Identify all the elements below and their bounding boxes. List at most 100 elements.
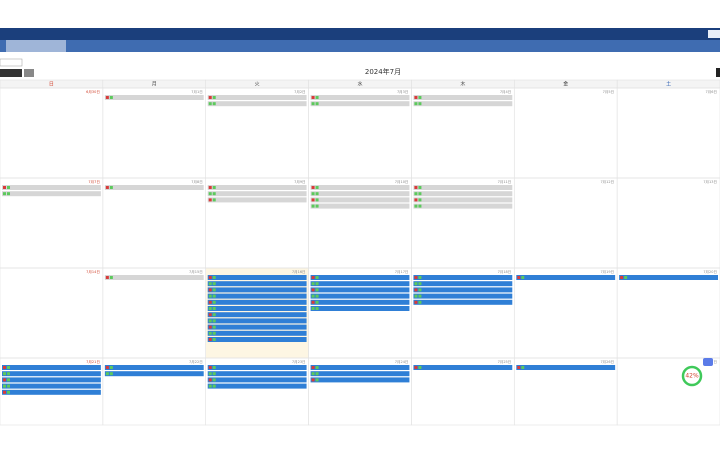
event-bar[interactable] — [104, 365, 204, 370]
event-tag — [418, 288, 422, 292]
event-tag — [414, 186, 418, 189]
day-cell[interactable] — [616, 357, 720, 426]
event-bar[interactable] — [207, 293, 307, 299]
event-bar[interactable] — [413, 365, 513, 370]
event-bar[interactable] — [104, 275, 204, 280]
event-bar[interactable] — [207, 95, 307, 100]
day-cell[interactable] — [0, 267, 104, 359]
event-bar[interactable] — [310, 365, 410, 370]
event-bar[interactable] — [2, 389, 101, 395]
event-bar[interactable] — [207, 371, 307, 377]
event-bar[interactable] — [310, 185, 410, 190]
event-bar[interactable] — [207, 101, 307, 107]
event-bar[interactable] — [310, 101, 410, 107]
day-cell[interactable] — [616, 177, 720, 269]
event-bar[interactable] — [207, 312, 307, 318]
event-bar[interactable] — [310, 306, 410, 311]
event-tag — [414, 294, 418, 298]
day-cell[interactable] — [616, 267, 720, 359]
event-bar[interactable] — [310, 281, 410, 287]
event-bar[interactable] — [619, 275, 718, 280]
event-bar[interactable] — [207, 337, 307, 342]
event-tag — [315, 204, 319, 208]
event-bar[interactable] — [310, 287, 410, 293]
day-cell[interactable] — [513, 177, 618, 269]
event-bar[interactable] — [516, 365, 616, 370]
event-bar[interactable] — [104, 95, 204, 100]
settings-button[interactable] — [0, 58, 23, 67]
event-bar[interactable] — [413, 281, 513, 287]
weekday-label: 火 — [255, 82, 260, 88]
event-bar[interactable] — [310, 191, 410, 197]
tab[interactable] — [6, 40, 66, 52]
event-bar[interactable] — [413, 275, 513, 280]
view-toggle[interactable] — [716, 68, 720, 77]
ai-button[interactable] — [703, 358, 713, 366]
day-cell[interactable] — [513, 87, 618, 179]
event-bar[interactable] — [310, 293, 410, 299]
day-cell[interactable] — [616, 87, 720, 179]
event-bar[interactable] — [413, 101, 513, 107]
event-bar[interactable] — [413, 299, 513, 305]
event-bar[interactable] — [207, 365, 307, 370]
event-bar[interactable] — [207, 281, 307, 287]
event-tag — [208, 325, 212, 329]
event-bar[interactable] — [310, 299, 410, 305]
event-bar[interactable] — [310, 275, 410, 280]
event-bar[interactable] — [413, 185, 513, 190]
event-tag — [7, 366, 10, 369]
day-cell[interactable] — [102, 87, 207, 179]
event-bar[interactable] — [413, 203, 513, 209]
event-tag — [315, 366, 319, 369]
event-bar[interactable] — [207, 318, 307, 324]
today-button[interactable] — [24, 69, 34, 77]
event-bar[interactable] — [207, 275, 307, 280]
day-cell[interactable] — [102, 177, 207, 269]
day-cell[interactable] — [102, 267, 207, 359]
event-bar[interactable] — [2, 191, 101, 197]
event-bar[interactable] — [310, 203, 410, 209]
event-tag — [418, 186, 422, 189]
event-bar[interactable] — [310, 95, 410, 100]
event-bar[interactable] — [104, 371, 204, 377]
menu-button[interactable] — [708, 30, 720, 38]
event-bar[interactable] — [207, 191, 307, 197]
event-bar[interactable] — [207, 324, 307, 330]
event-tag — [414, 204, 418, 208]
event-tag — [418, 300, 422, 304]
event-bar[interactable] — [207, 306, 307, 311]
event-bar[interactable] — [2, 383, 101, 389]
event-bar[interactable] — [104, 185, 204, 190]
day-cell[interactable] — [0, 87, 104, 179]
event-tag — [311, 276, 315, 279]
event-bar[interactable] — [413, 95, 513, 100]
event-bar[interactable] — [2, 377, 101, 383]
event-bar[interactable] — [310, 377, 410, 383]
event-bar[interactable] — [2, 365, 101, 370]
day-number: 6月30日 — [86, 89, 100, 94]
event-tag — [109, 372, 113, 376]
event-tag — [418, 366, 422, 369]
event-bar[interactable] — [207, 383, 307, 389]
event-bar[interactable] — [310, 197, 410, 203]
event-bar[interactable] — [207, 185, 307, 190]
event-bar[interactable] — [207, 330, 307, 336]
event-tag — [414, 96, 418, 99]
event-bar[interactable] — [413, 293, 513, 299]
event-bar[interactable] — [207, 377, 307, 383]
event-bar[interactable] — [207, 197, 307, 203]
event-bar[interactable] — [516, 275, 616, 280]
event-bar[interactable] — [310, 371, 410, 377]
event-bar[interactable] — [207, 287, 307, 293]
day-cell[interactable] — [513, 267, 618, 359]
event-bar[interactable] — [2, 371, 101, 377]
event-bar[interactable] — [207, 299, 307, 305]
event-bar[interactable] — [413, 191, 513, 197]
event-tag — [315, 192, 319, 196]
event-bar[interactable] — [2, 185, 101, 190]
nav-buttons[interactable] — [0, 69, 22, 77]
event-bar[interactable] — [413, 287, 513, 293]
event-bar[interactable] — [413, 197, 513, 203]
event-tag — [212, 313, 216, 317]
event-tag — [315, 378, 319, 382]
